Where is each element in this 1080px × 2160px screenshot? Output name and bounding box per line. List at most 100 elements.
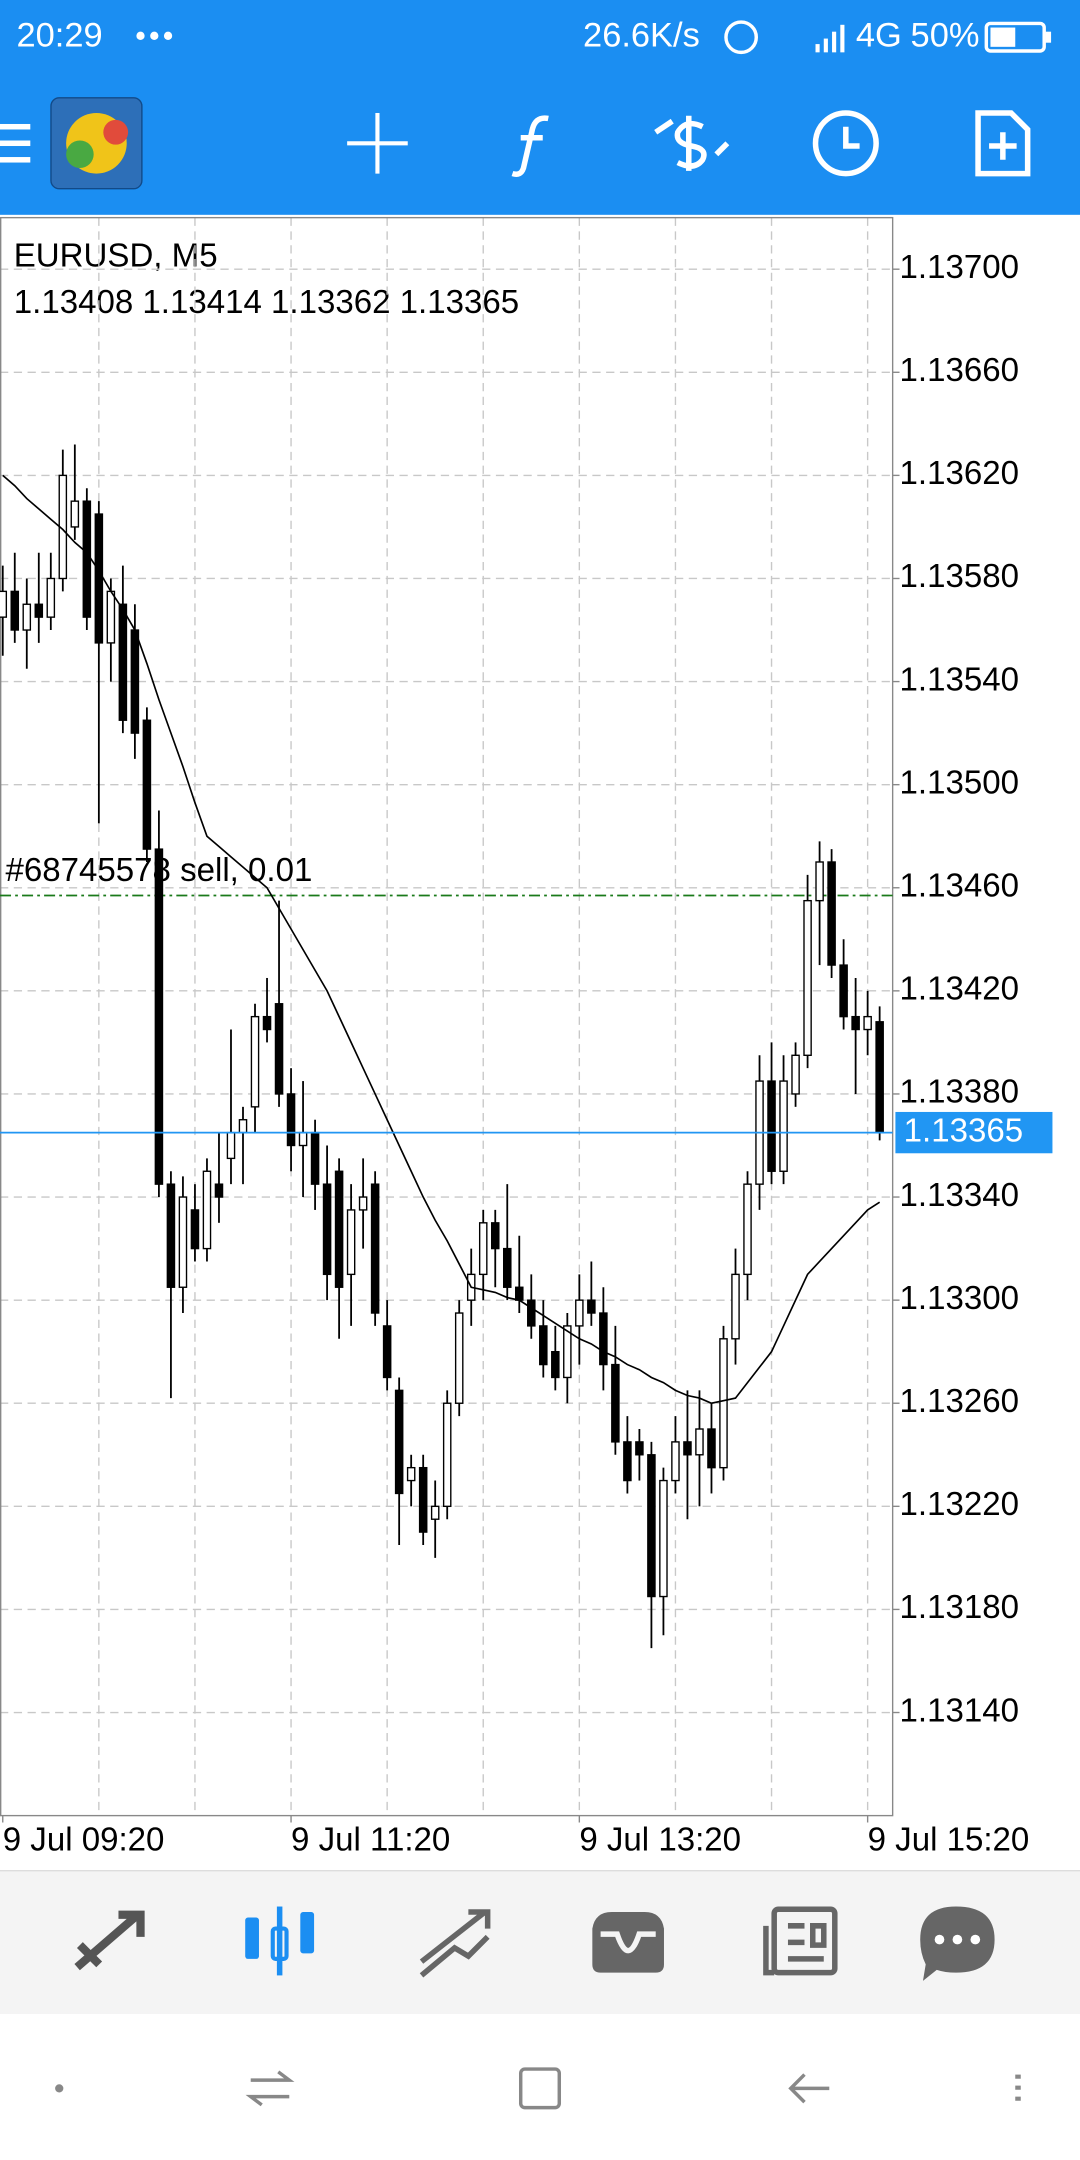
candle-body [551, 1350, 560, 1379]
candle-body [659, 1479, 668, 1598]
candle-body [611, 1363, 620, 1443]
candle-body [563, 1325, 572, 1379]
candle-body [118, 603, 128, 721]
candle-body [791, 1054, 800, 1095]
candle-body [815, 861, 824, 902]
battery-icon [984, 21, 1052, 53]
battery-level: 50% [911, 16, 980, 54]
candle-body [142, 719, 152, 850]
candle-body [394, 1389, 404, 1495]
candle-body [226, 1131, 236, 1160]
nav-back[interactable] [788, 2073, 830, 2104]
candle-body [238, 1119, 248, 1134]
network-type: 4G [856, 16, 902, 54]
candle-body [166, 1183, 176, 1288]
candle-body [382, 1325, 392, 1379]
net-speed: 26.6K/s [583, 16, 700, 54]
candle-body [695, 1428, 704, 1456]
candle-body [262, 1015, 272, 1031]
new-order-button[interactable] [975, 110, 1031, 177]
y-tick-label: 1.13620 [900, 455, 1019, 492]
nav-dot[interactable] [55, 2084, 64, 2093]
news-tab[interactable] [763, 1906, 838, 1976]
app-logo[interactable] [50, 97, 143, 190]
candle-body [719, 1338, 728, 1469]
candle-body [683, 1441, 692, 1456]
candle-body [250, 1015, 260, 1108]
candle-body [430, 1505, 440, 1520]
candle-body [406, 1466, 416, 1482]
x-tick-label: 9 Jul 09:20 [3, 1822, 165, 1859]
y-tick-label: 1.13140 [900, 1692, 1019, 1729]
candle-body [34, 603, 44, 618]
candle-body [130, 629, 140, 734]
y-tick-label: 1.13220 [900, 1486, 1019, 1523]
candle-body [623, 1441, 632, 1482]
candle-body [539, 1325, 548, 1366]
quotes-tab[interactable] [74, 1910, 145, 1971]
candle-body [94, 513, 104, 644]
y-tick-label: 1.13300 [900, 1280, 1019, 1317]
candle-body [478, 1222, 488, 1276]
y-tick-label: 1.13700 [900, 249, 1019, 286]
candle-body [310, 1131, 320, 1185]
indicators-button[interactable] [511, 115, 549, 178]
candle-body [322, 1183, 332, 1276]
candle-body [599, 1312, 608, 1366]
chart-tab[interactable] [245, 1906, 315, 1976]
candle-body [851, 1015, 860, 1031]
y-tick-label: 1.13660 [900, 352, 1019, 389]
candle-body [46, 577, 56, 618]
y-tick-label: 1.13340 [900, 1177, 1019, 1214]
candle-body [767, 1080, 776, 1172]
candle-body [334, 1170, 344, 1288]
candle-body [10, 590, 20, 631]
candle-body [82, 500, 92, 618]
crosshair-button[interactable] [347, 112, 408, 174]
candle-body [106, 590, 116, 644]
candle-body [779, 1080, 788, 1172]
signal-icon [815, 24, 845, 53]
chat-tab[interactable] [920, 1906, 995, 1981]
timeframe-button[interactable] [812, 110, 879, 177]
candle-body [154, 848, 164, 1185]
candle-body [587, 1299, 596, 1314]
candle-body [827, 861, 836, 966]
menu-button[interactable] [0, 123, 31, 163]
x-tick-label: 9 Jul 15:20 [868, 1822, 1030, 1859]
x-tick-label: 9 Jul 11:20 [291, 1822, 450, 1859]
candle-body [358, 1196, 368, 1211]
moving-average [2, 474, 881, 1405]
price-tag [895, 1111, 1053, 1154]
y-tick-label: 1.13500 [900, 764, 1019, 801]
candle-body [190, 1209, 200, 1250]
candle-body [527, 1299, 536, 1327]
candle-body [178, 1196, 188, 1288]
candle-body [803, 899, 812, 1056]
candle-body [490, 1222, 500, 1250]
candle-body [454, 1312, 464, 1404]
chart-background [0, 214, 1080, 1871]
bottom-nav [0, 1870, 1080, 2014]
nav-switch[interactable] [245, 2070, 295, 2107]
candle-body [22, 603, 32, 631]
alarm-icon [724, 20, 758, 55]
y-tick-label: 1.13580 [900, 558, 1019, 595]
candle-body [863, 1015, 872, 1031]
nav-home[interactable] [518, 2067, 562, 2110]
nav-menu[interactable] [1015, 2074, 1021, 2101]
candle-body [274, 1003, 284, 1095]
trade-button[interactable] [654, 115, 730, 171]
y-tick-label: 1.13460 [900, 867, 1019, 904]
trade-tab[interactable] [419, 1909, 491, 1978]
app-header [0, 0, 1080, 215]
candle-body [0, 590, 8, 618]
candle-body [707, 1428, 716, 1469]
history-tab[interactable] [592, 1912, 664, 1973]
candle-body [575, 1299, 584, 1327]
candle-body [298, 1131, 308, 1147]
candle-body [647, 1454, 656, 1598]
candle-body [442, 1402, 452, 1508]
candle-body [635, 1441, 644, 1456]
